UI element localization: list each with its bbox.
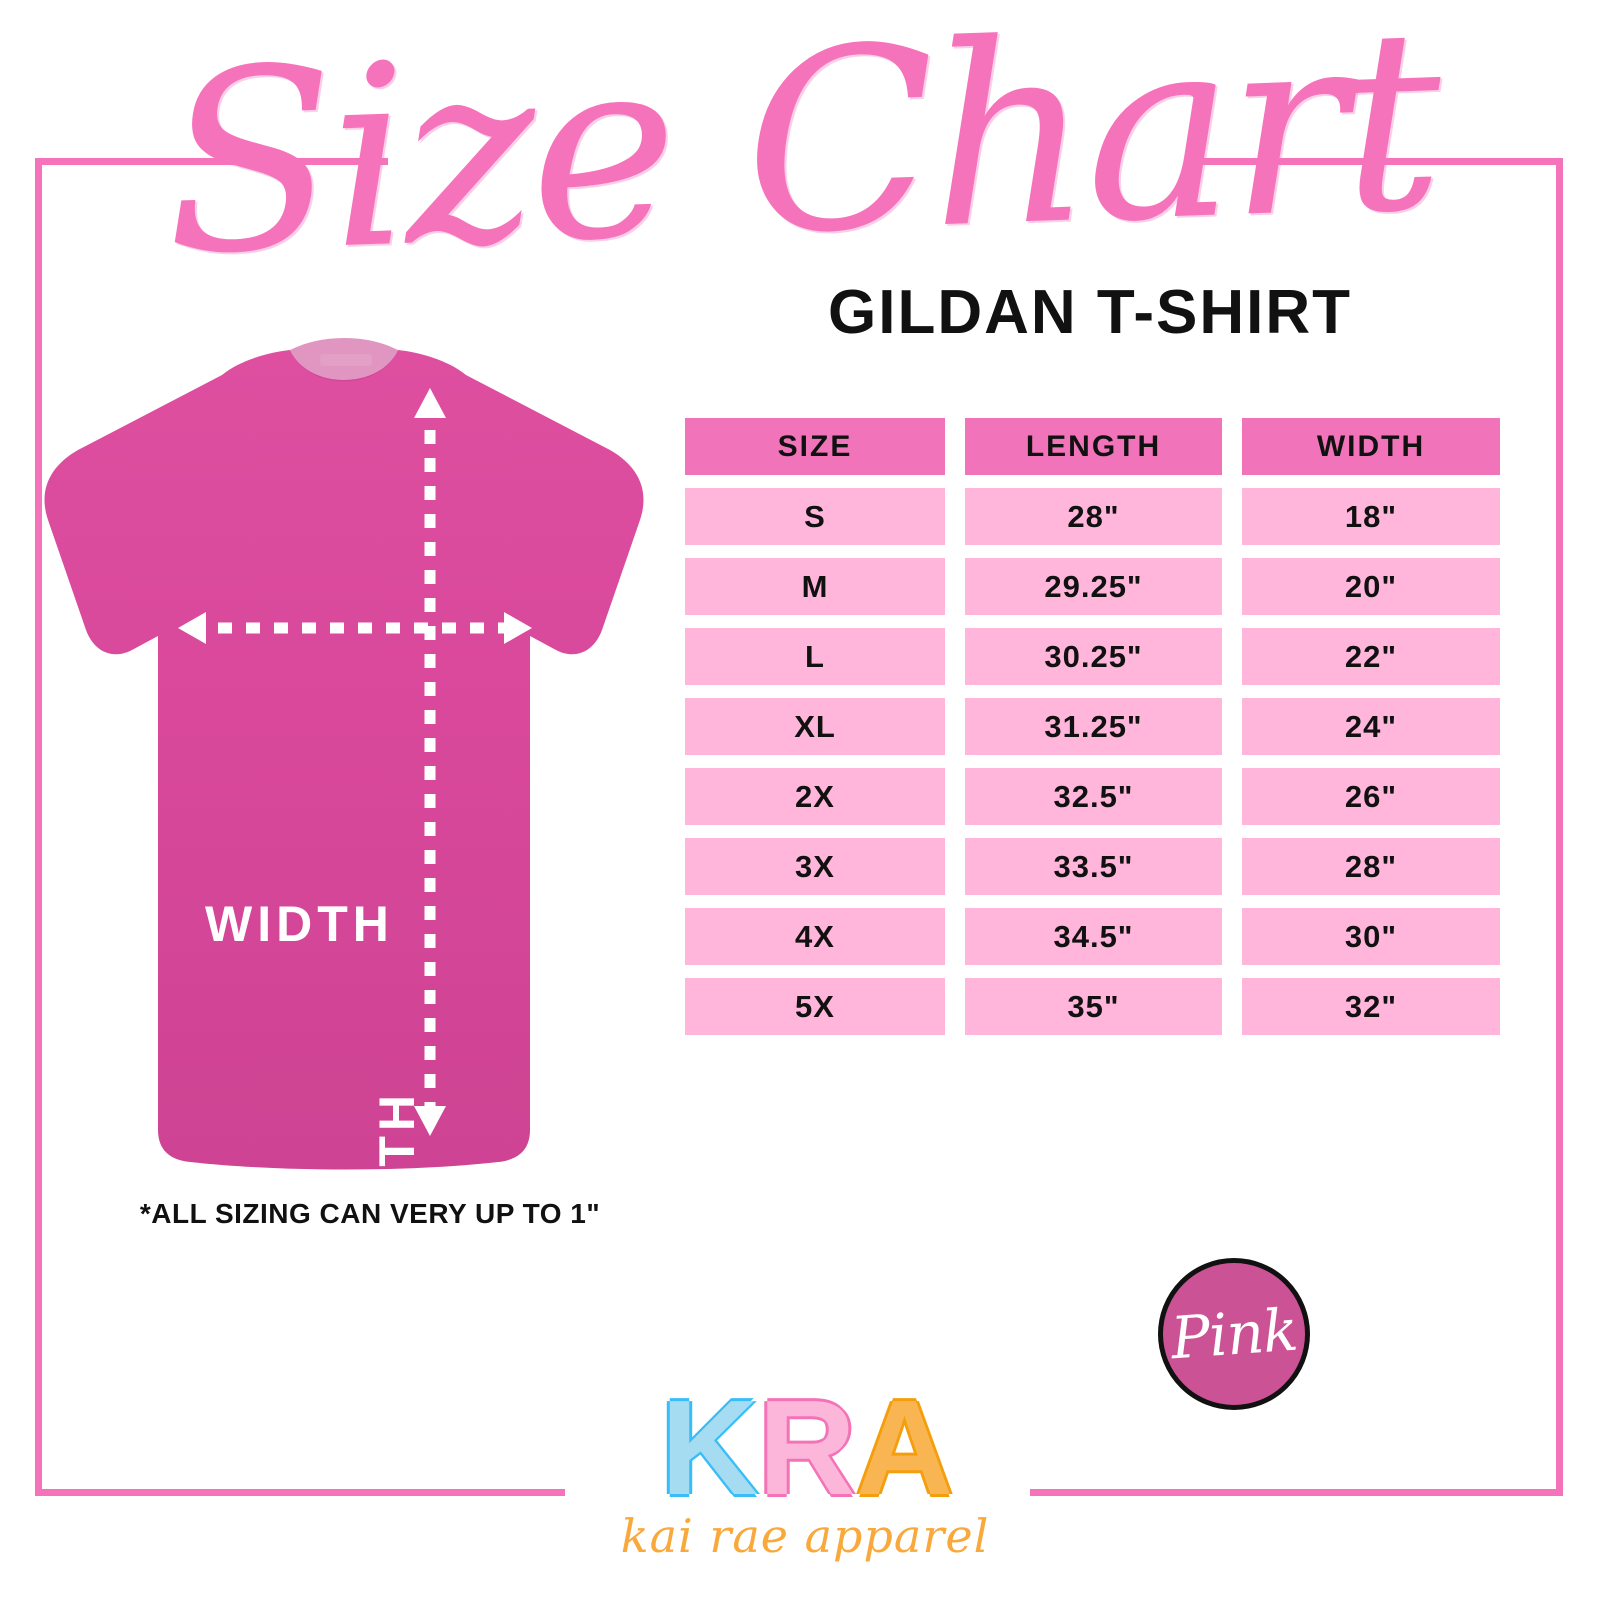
frame-border-bottom-left (35, 1489, 565, 1496)
cell-length: 29.25" (965, 558, 1222, 615)
cell-size: L (685, 628, 945, 685)
sizing-disclaimer: *ALL SIZING CAN VERY UP TO 1" (139, 1198, 601, 1229)
table-row: 3X 33.5" 28" (685, 838, 1500, 895)
cell-size: XL (685, 698, 945, 755)
cell-width: 28" (1242, 838, 1500, 895)
brand-logo: K R A kai rae apparel (590, 1375, 1020, 1575)
color-swatch-badge: Pink (1158, 1258, 1310, 1410)
frame-border-bottom-right (1030, 1489, 1563, 1496)
cell-width: 26" (1242, 768, 1500, 825)
cell-length: 33.5" (965, 838, 1222, 895)
cell-width: 20" (1242, 558, 1500, 615)
table-row: S 28" 18" (685, 488, 1500, 545)
page-subtitle: GILDAN T-SHIRT (828, 278, 1352, 347)
length-arrow-up-icon (414, 388, 446, 418)
color-swatch-label: Pink (1168, 1295, 1300, 1373)
table-row: XL 31.25" 24" (685, 698, 1500, 755)
cell-length: 28" (965, 488, 1222, 545)
tshirt-width-label: WIDTH (205, 896, 394, 952)
cell-width: 24" (1242, 698, 1500, 755)
cell-length: 34.5" (965, 908, 1222, 965)
width-arrow-left-icon (178, 612, 206, 644)
table-row: L 30.25" 22" (685, 628, 1500, 685)
cell-size: 2X (685, 768, 945, 825)
brand-tagline: kai rae apparel (620, 1509, 990, 1563)
tshirt-illustration: WIDTH LENGTH (0, 330, 690, 1326)
table-row: 2X 32.5" 26" (685, 768, 1500, 825)
cell-length: 31.25" (965, 698, 1222, 755)
table-row: M 29.25" 20" (685, 558, 1500, 615)
cell-length: 32.5" (965, 768, 1222, 825)
frame-border-top-right (1195, 158, 1563, 165)
frame-border-top-left (35, 158, 388, 165)
logo-letter-k: K (660, 1372, 758, 1523)
cell-width: 22" (1242, 628, 1500, 685)
cell-size: 5X (685, 978, 945, 1035)
length-arrow-down-icon (414, 1106, 446, 1136)
table-row: 4X 34.5" 30" (685, 908, 1500, 965)
frame-border-right (1556, 158, 1563, 1496)
cell-size: 3X (685, 838, 945, 895)
table-header-row: SIZE LENGTH WIDTH (685, 418, 1500, 475)
cell-length: 35" (965, 978, 1222, 1035)
cell-size: M (685, 558, 945, 615)
cell-length: 30.25" (965, 628, 1222, 685)
logo-letter-a: A (855, 1372, 953, 1523)
cell-size: 4X (685, 908, 945, 965)
cell-width: 32" (1242, 978, 1500, 1035)
logo-letter-r: R (758, 1372, 855, 1523)
tshirt-graphic (44, 338, 644, 1170)
column-header-length: LENGTH (965, 418, 1222, 475)
cell-width: 18" (1242, 488, 1500, 545)
width-arrow-right-icon (504, 612, 532, 644)
page-title: Size Chart (159, 0, 1441, 311)
brand-logo-letters: K R A (590, 1375, 1020, 1515)
column-header-size: SIZE (685, 418, 945, 475)
table-row: 5X 35" 32" (685, 978, 1500, 1035)
size-chart-table: SIZE LENGTH WIDTH S 28" 18" M 29.25" 20"… (685, 418, 1500, 1048)
cell-size: S (685, 488, 945, 545)
frame-border-left (35, 158, 42, 1496)
column-header-width: WIDTH (1242, 418, 1500, 475)
cell-width: 30" (1242, 908, 1500, 965)
